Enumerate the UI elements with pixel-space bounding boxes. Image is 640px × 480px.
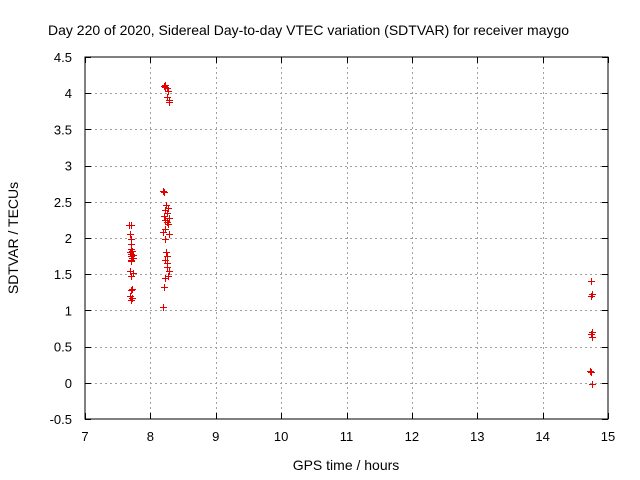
data-point bbox=[164, 264, 171, 271]
x-tick-label: 11 bbox=[340, 429, 354, 444]
data-point bbox=[127, 231, 134, 238]
data-point bbox=[165, 221, 172, 228]
x-tick-label: 7 bbox=[81, 429, 88, 444]
data-point bbox=[161, 189, 168, 196]
x-tick-label: 15 bbox=[601, 429, 615, 444]
data-point bbox=[161, 213, 168, 220]
data-point bbox=[166, 231, 173, 238]
y-tick-label: 1 bbox=[65, 303, 72, 318]
data-point bbox=[128, 273, 135, 280]
chart-title: Day 220 of 2020, Sidereal Day-to-day VTE… bbox=[48, 22, 569, 38]
data-point bbox=[588, 293, 595, 300]
y-tick-label: 4 bbox=[65, 86, 72, 101]
data-point bbox=[162, 275, 169, 282]
y-tick-label: 3 bbox=[65, 159, 72, 174]
data-point bbox=[589, 381, 596, 388]
y-tick-label: 4.5 bbox=[54, 50, 72, 65]
data-point bbox=[160, 229, 167, 236]
y-tick-label: 0.5 bbox=[54, 340, 72, 355]
y-tick-label: 2.5 bbox=[54, 195, 72, 210]
y-tick-label: 2 bbox=[65, 231, 72, 246]
data-point bbox=[160, 188, 167, 195]
y-axis-tick-labels: -0.5 0 0.5 1 1.5 2 2.5 3 3.5 4 4.5 bbox=[50, 50, 72, 427]
x-axis-tick-labels: 7 8 9 10 11 12 13 14 15 bbox=[81, 429, 615, 444]
data-point bbox=[588, 369, 595, 376]
y-tick-label: 3.5 bbox=[54, 122, 72, 137]
x-axis-label: GPS time / hours bbox=[293, 457, 400, 473]
data-point bbox=[128, 297, 135, 304]
y-tick-label: 1.5 bbox=[54, 267, 72, 282]
data-point bbox=[589, 334, 596, 341]
data-point bbox=[128, 222, 135, 229]
data-point bbox=[165, 88, 172, 95]
data-point bbox=[128, 287, 135, 294]
y-tick-label: 0 bbox=[65, 376, 72, 391]
x-tick-label: 10 bbox=[274, 429, 288, 444]
x-tick-label: 12 bbox=[405, 429, 419, 444]
data-point bbox=[588, 331, 595, 338]
data-point bbox=[128, 258, 135, 265]
x-tick-label: 14 bbox=[535, 429, 549, 444]
data-point bbox=[588, 278, 595, 285]
x-tick-label: 8 bbox=[147, 429, 154, 444]
data-point bbox=[163, 249, 170, 256]
y-tick-label: -0.5 bbox=[50, 412, 72, 427]
data-point bbox=[166, 215, 173, 222]
data-point bbox=[161, 284, 168, 291]
plot-area-frame bbox=[84, 56, 609, 420]
grid-lines bbox=[85, 57, 608, 419]
data-point bbox=[587, 368, 594, 375]
x-tick-label: 13 bbox=[470, 429, 484, 444]
x-tick-label: 9 bbox=[212, 429, 219, 444]
data-point bbox=[164, 253, 171, 260]
data-points-layer bbox=[126, 82, 596, 388]
data-point bbox=[160, 304, 167, 311]
data-point bbox=[129, 286, 136, 293]
data-point bbox=[166, 268, 173, 275]
data-point bbox=[164, 210, 171, 217]
data-point bbox=[162, 236, 169, 243]
data-point bbox=[164, 85, 171, 92]
data-point bbox=[166, 99, 173, 106]
y-axis-label: SDTVAR / TECUs bbox=[5, 182, 21, 294]
